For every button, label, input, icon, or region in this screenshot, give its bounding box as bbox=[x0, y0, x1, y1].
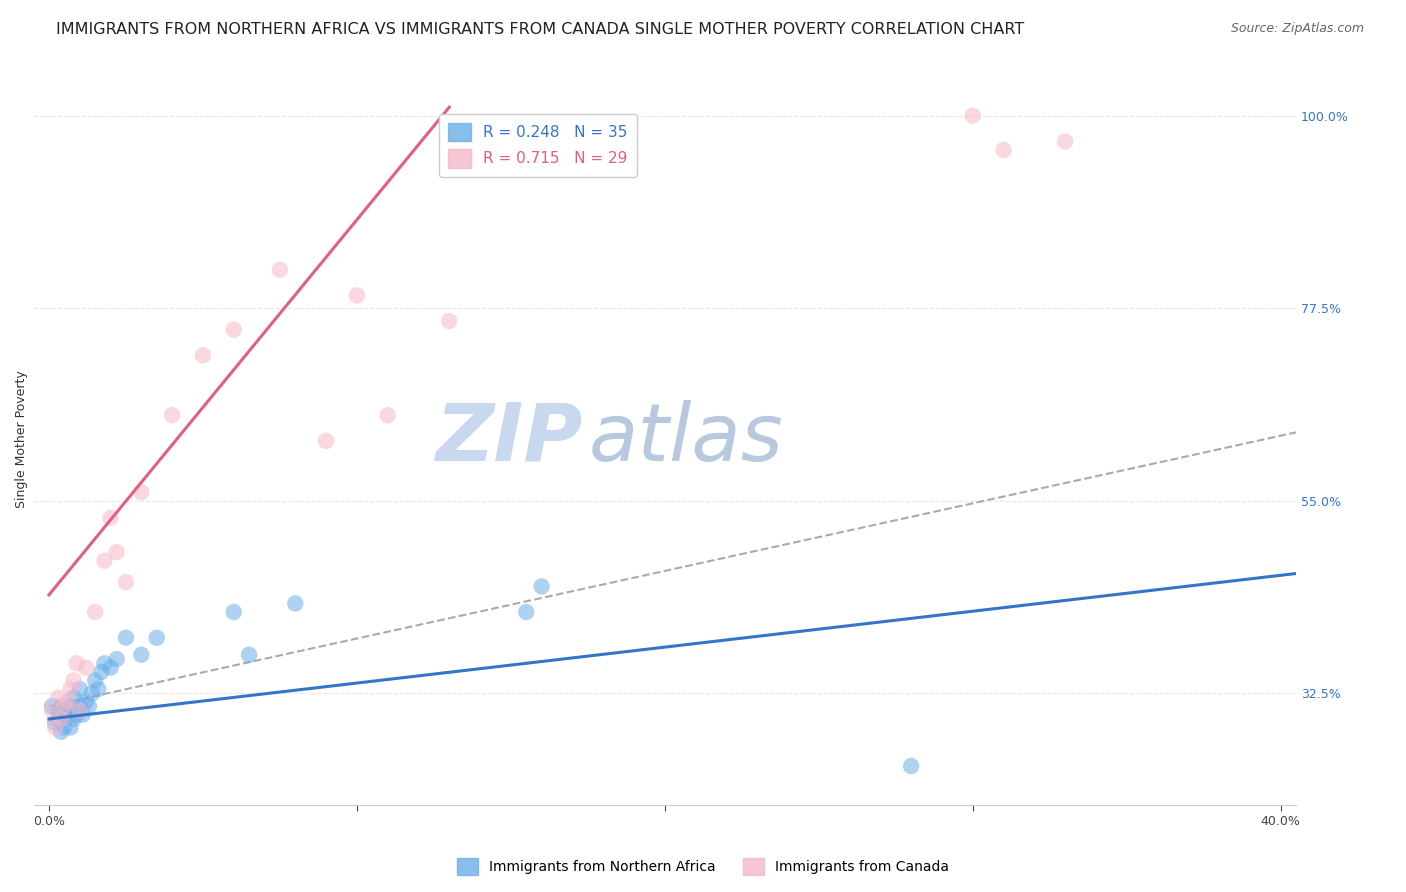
Point bbox=[46, 712, 69, 726]
Legend: R = 0.248   N = 35, R = 0.715   N = 29: R = 0.248 N = 35, R = 0.715 N = 29 bbox=[439, 113, 637, 177]
Point bbox=[44, 721, 66, 735]
Point bbox=[56, 695, 79, 709]
Point bbox=[93, 554, 115, 568]
Point bbox=[377, 408, 399, 422]
Point bbox=[69, 681, 91, 696]
Point bbox=[284, 597, 307, 611]
Text: Source: ZipAtlas.com: Source: ZipAtlas.com bbox=[1230, 22, 1364, 36]
Point bbox=[46, 703, 69, 717]
Point bbox=[46, 690, 69, 705]
Point bbox=[77, 699, 100, 714]
Point bbox=[41, 703, 63, 717]
Y-axis label: Single Mother Poverty: Single Mother Poverty bbox=[15, 370, 28, 508]
Point bbox=[993, 143, 1015, 157]
Point bbox=[69, 703, 91, 717]
Point bbox=[530, 579, 553, 593]
Point bbox=[72, 707, 94, 722]
Point bbox=[315, 434, 337, 448]
Point bbox=[145, 631, 167, 645]
Legend: Immigrants from Northern Africa, Immigrants from Canada: Immigrants from Northern Africa, Immigra… bbox=[451, 853, 955, 880]
Point bbox=[131, 485, 153, 500]
Point bbox=[59, 681, 82, 696]
Point bbox=[346, 288, 368, 302]
Point bbox=[62, 690, 84, 705]
Text: ZIP: ZIP bbox=[436, 400, 582, 478]
Point bbox=[75, 660, 97, 674]
Point bbox=[115, 575, 138, 590]
Point bbox=[269, 262, 291, 277]
Text: atlas: atlas bbox=[589, 400, 783, 478]
Point bbox=[515, 605, 537, 619]
Point bbox=[131, 648, 153, 662]
Point bbox=[59, 699, 82, 714]
Point bbox=[900, 759, 922, 773]
Point bbox=[222, 323, 245, 337]
Point bbox=[80, 686, 103, 700]
Point bbox=[84, 605, 107, 619]
Point bbox=[69, 699, 91, 714]
Point bbox=[51, 724, 73, 739]
Point bbox=[238, 648, 260, 662]
Point bbox=[515, 143, 537, 157]
Point bbox=[41, 699, 63, 714]
Point bbox=[53, 703, 76, 717]
Point bbox=[66, 657, 89, 671]
Point bbox=[100, 511, 122, 525]
Point bbox=[44, 716, 66, 731]
Point bbox=[51, 699, 73, 714]
Point bbox=[439, 314, 461, 328]
Point bbox=[160, 408, 183, 422]
Point bbox=[191, 348, 214, 362]
Point bbox=[100, 660, 122, 674]
Point bbox=[53, 699, 76, 714]
Point bbox=[62, 673, 84, 688]
Point bbox=[1054, 135, 1077, 149]
Text: IMMIGRANTS FROM NORTHERN AFRICA VS IMMIGRANTS FROM CANADA SINGLE MOTHER POVERTY : IMMIGRANTS FROM NORTHERN AFRICA VS IMMIG… bbox=[56, 22, 1025, 37]
Point bbox=[62, 712, 84, 726]
Point bbox=[105, 652, 128, 666]
Point bbox=[59, 721, 82, 735]
Point bbox=[87, 681, 110, 696]
Point bbox=[222, 605, 245, 619]
Point bbox=[115, 631, 138, 645]
Point bbox=[51, 712, 73, 726]
Point bbox=[962, 109, 984, 123]
Point bbox=[90, 665, 112, 679]
Point bbox=[75, 695, 97, 709]
Point bbox=[105, 545, 128, 559]
Point bbox=[66, 707, 89, 722]
Point bbox=[84, 673, 107, 688]
Point bbox=[93, 657, 115, 671]
Point bbox=[53, 721, 76, 735]
Point bbox=[56, 707, 79, 722]
